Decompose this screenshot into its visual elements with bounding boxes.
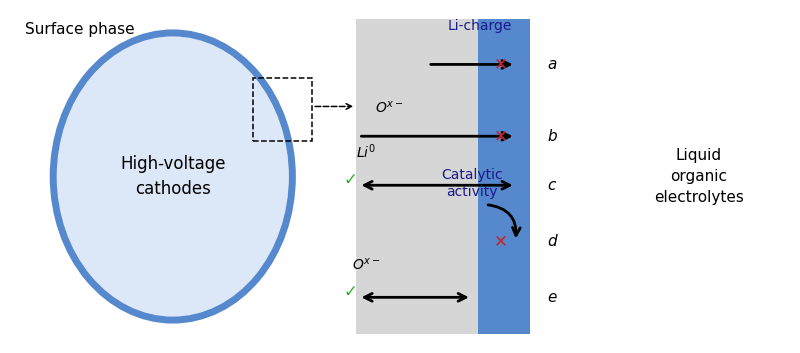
Text: ✕: ✕	[494, 55, 508, 73]
Ellipse shape	[54, 33, 292, 320]
Text: Surface phase: Surface phase	[26, 22, 135, 37]
Text: $O^{x-}$: $O^{x-}$	[352, 257, 381, 273]
Bar	[478, 19, 530, 334]
Text: ✕: ✕	[494, 127, 508, 145]
Text: ✓: ✓	[344, 283, 358, 301]
Text: $Li^0$: $Li^0$	[357, 142, 377, 161]
Text: e: e	[547, 290, 557, 305]
Bar	[356, 19, 527, 334]
Bar	[253, 78, 312, 142]
Text: c: c	[547, 178, 556, 193]
Text: b: b	[547, 129, 557, 144]
Text: ✓: ✓	[344, 171, 358, 189]
Text: a: a	[547, 57, 557, 72]
Text: High-voltage
cathodes: High-voltage cathodes	[120, 155, 226, 198]
Text: $O^{x-}$: $O^{x-}$	[375, 99, 404, 115]
Text: Catalytic
activity: Catalytic activity	[441, 168, 502, 199]
Text: d: d	[547, 234, 557, 249]
Text: Liquid
organic
electrolytes: Liquid organic electrolytes	[654, 148, 744, 205]
Text: ✕: ✕	[494, 232, 508, 250]
Text: Li-charge: Li-charge	[447, 19, 512, 33]
